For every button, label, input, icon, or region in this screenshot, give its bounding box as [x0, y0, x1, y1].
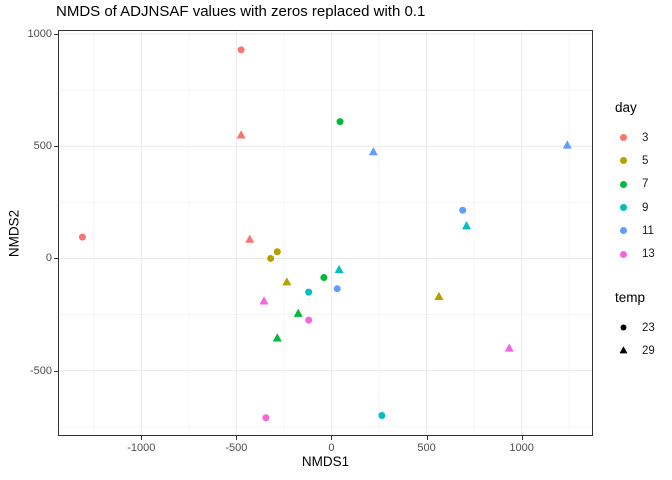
x-axis-title: NMDS1 — [301, 454, 350, 469]
x-tick-mark — [426, 436, 428, 440]
day-legend-label: 3 — [642, 131, 649, 144]
temp-legend-title: temp — [615, 290, 646, 305]
x-tick-mark — [141, 436, 143, 440]
temp-legend-label: 29 — [642, 344, 655, 357]
circle-key-icon — [620, 250, 627, 258]
day-legend-item: 3 — [615, 126, 672, 149]
circle-key-icon — [620, 227, 627, 235]
temp-legend-items: 23 29 — [615, 316, 672, 363]
circle-key-icon — [620, 157, 627, 165]
day-legend-label: 9 — [642, 201, 649, 214]
day-legend-item: 11 — [615, 219, 672, 242]
day-legend-item: 7 — [615, 173, 672, 196]
legend-marker — [620, 324, 627, 331]
data-point-circle — [336, 118, 344, 126]
legend-marker — [620, 134, 627, 142]
x-tick-label: 1000 — [509, 442, 534, 454]
y-axis-title: NMDS2 — [6, 209, 22, 258]
data-point-circle — [305, 288, 313, 296]
data-point-circle — [333, 285, 341, 293]
data-point-triangle — [434, 291, 444, 300]
day-legend-label: 13 — [642, 248, 655, 261]
legend-marker — [620, 250, 627, 258]
legend-group-temp: temp 23 29 — [615, 290, 672, 363]
data-point-triangle — [236, 130, 246, 139]
legend-marker — [620, 204, 627, 212]
plot-canvas — [59, 31, 592, 435]
data-point-triangle — [282, 277, 292, 286]
triangle-key-icon — [619, 346, 628, 354]
temp-legend-label: 23 — [642, 321, 655, 334]
day-legend-label: 5 — [642, 154, 649, 167]
data-point-triangle — [272, 333, 282, 342]
y-tick-mark — [54, 34, 58, 36]
day-legend-item: 9 — [615, 196, 672, 219]
data-point-triangle — [368, 147, 378, 156]
y-tick-label: 1000 — [27, 28, 52, 41]
temp-legend-item: 23 — [615, 316, 672, 339]
plot-panel — [58, 30, 593, 436]
day-legend-item: 5 — [615, 149, 672, 172]
day-legend-label: 7 — [642, 178, 649, 191]
data-point-circle — [320, 274, 328, 282]
plot-title: NMDS of ADJNSAF values with zeros replac… — [56, 3, 426, 20]
circle-key-icon — [620, 204, 627, 212]
day-legend-title: day — [615, 100, 637, 115]
x-tick-label: 0 — [328, 442, 335, 454]
circle-key-icon — [620, 134, 627, 142]
legend-group-day: day 3 5 7 9 11 13 — [615, 100, 672, 266]
y-tick-mark — [54, 146, 58, 148]
y-tick-label: -500 — [29, 364, 52, 377]
data-point-triangle — [562, 140, 572, 149]
data-point-triangle — [245, 234, 255, 243]
data-point-circle — [378, 411, 386, 419]
data-point-circle — [262, 414, 270, 422]
y-tick-mark — [54, 370, 58, 372]
y-tick-label: 0 — [45, 252, 52, 265]
y-tick-mark — [54, 258, 58, 260]
legend-marker — [620, 157, 627, 165]
data-point-triangle — [504, 343, 514, 352]
data-point-circle — [305, 316, 313, 324]
data-point-circle — [459, 206, 467, 214]
data-point-triangle — [461, 221, 471, 230]
data-point-circle — [237, 46, 245, 54]
x-tick-mark — [331, 436, 333, 440]
y-tick-label: 500 — [33, 140, 52, 153]
data-point-circle — [78, 233, 86, 241]
legend-marker — [620, 227, 627, 235]
data-point-circle — [267, 254, 275, 262]
x-tick-label: -500 — [225, 442, 248, 454]
x-tick-mark — [236, 436, 238, 440]
circle-key-icon — [620, 180, 627, 188]
data-point-triangle — [259, 296, 269, 305]
x-tick-mark — [521, 436, 523, 440]
legend-marker — [619, 346, 628, 354]
data-point-circle — [273, 248, 281, 256]
temp-legend-item: 29 — [615, 339, 672, 362]
legend-marker — [620, 180, 627, 188]
day-legend-item: 13 — [615, 242, 672, 265]
circle-key-icon — [620, 324, 627, 331]
x-tick-label: 500 — [417, 442, 436, 454]
data-point-triangle — [293, 308, 303, 317]
x-tick-label: -1000 — [127, 442, 156, 454]
day-legend-items: 3 5 7 9 11 13 — [615, 126, 672, 266]
day-legend-label: 11 — [642, 224, 654, 237]
data-point-triangle — [334, 264, 344, 274]
